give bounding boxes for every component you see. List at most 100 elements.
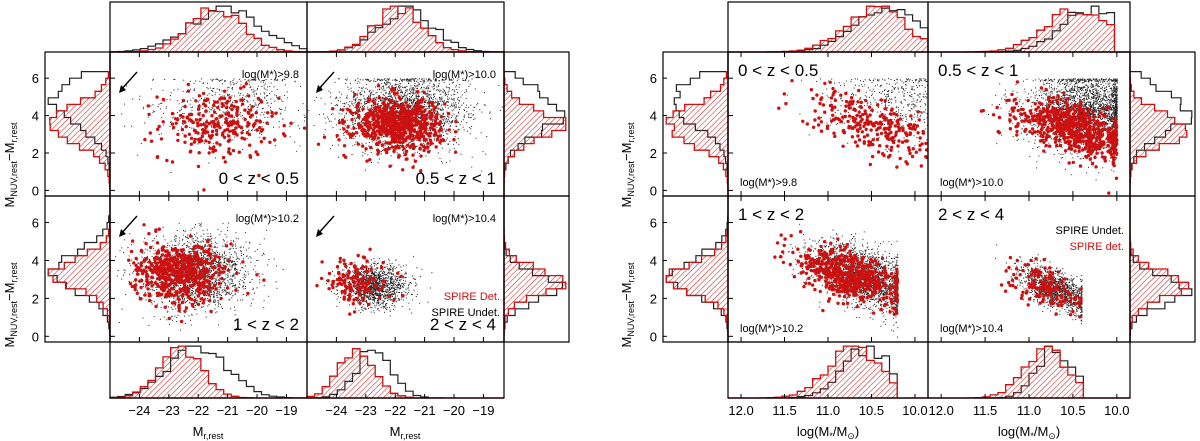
undet-point — [387, 81, 388, 83]
undet-point — [166, 246, 168, 248]
undet-point — [431, 109, 432, 111]
undet-point — [259, 114, 261, 116]
undet-point — [471, 78, 473, 80]
undet-point — [194, 289, 196, 291]
undet-point — [412, 108, 414, 110]
undet-point — [266, 89, 268, 91]
undet-point — [199, 280, 200, 282]
undet-point — [373, 78, 375, 80]
undet-point — [350, 90, 352, 92]
undet-point — [443, 109, 444, 111]
undet-point — [387, 96, 389, 97]
undet-point — [439, 114, 441, 115]
undet-point — [366, 88, 368, 90]
undet-point — [142, 286, 144, 287]
undet-point — [212, 88, 214, 90]
undet-point — [372, 94, 374, 95]
undet-point — [256, 249, 258, 251]
det-point — [380, 118, 385, 123]
undet-point — [190, 229, 192, 231]
undet-point — [227, 273, 229, 275]
det-point — [254, 111, 258, 115]
undet-point — [245, 96, 247, 98]
undet-point — [442, 91, 444, 93]
undet-point — [253, 127, 255, 129]
undet-point — [385, 92, 387, 94]
undet-point — [296, 150, 298, 152]
undet-point — [232, 101, 234, 103]
undet-point — [185, 230, 187, 232]
undet-point — [231, 87, 233, 89]
det-point — [357, 101, 361, 105]
det-point — [366, 115, 370, 119]
undet-point — [451, 110, 453, 112]
undet-point — [191, 314, 193, 316]
undet-point — [264, 88, 266, 90]
det-point — [255, 119, 259, 123]
undet-point — [136, 154, 138, 156]
undet-point — [244, 271, 246, 273]
det-point — [382, 125, 386, 130]
undet-point — [127, 247, 129, 248]
undet-point — [386, 84, 388, 86]
undet-point — [204, 244, 206, 246]
undet-point — [371, 107, 372, 109]
det-point — [260, 128, 265, 132]
undet-point — [213, 269, 215, 270]
undet-point — [449, 160, 451, 162]
undet-point — [355, 128, 357, 129]
undet-point — [403, 96, 404, 97]
undet-point — [190, 295, 192, 296]
det-point — [420, 110, 424, 115]
undet-point — [126, 85, 128, 87]
undet-point — [408, 89, 410, 91]
undet-point — [298, 110, 299, 112]
undet-point — [175, 245, 177, 246]
undet-point — [389, 87, 391, 89]
undet-point — [426, 128, 428, 130]
undet-point — [441, 99, 443, 100]
det-point — [453, 130, 458, 134]
det-point — [189, 112, 194, 117]
det-point — [222, 135, 227, 139]
undet-point — [401, 79, 403, 81]
undet-point — [422, 89, 424, 91]
det-point — [187, 132, 192, 136]
undet-point — [207, 257, 209, 259]
det-point — [386, 102, 390, 107]
undet-point — [383, 133, 385, 135]
undet-point — [444, 117, 446, 119]
undet-point — [242, 148, 244, 150]
undet-point — [348, 88, 350, 90]
det-point — [403, 118, 408, 122]
undet-point — [355, 119, 357, 121]
undet-point — [246, 95, 248, 97]
undet-point — [234, 306, 235, 308]
undet-point — [451, 120, 453, 122]
undet-point — [380, 98, 382, 100]
undet-point — [151, 303, 153, 305]
undet-point — [453, 144, 455, 146]
det-point — [239, 126, 244, 130]
det-point — [350, 118, 354, 122]
undet-point — [382, 146, 384, 148]
undet-point — [232, 276, 234, 278]
undet-point — [236, 264, 238, 266]
undet-point — [427, 115, 429, 117]
det-point — [415, 111, 419, 115]
undet-point — [453, 107, 455, 109]
undet-point — [451, 79, 453, 81]
undet-point — [218, 89, 220, 91]
undet-point — [228, 120, 230, 122]
det-point — [383, 113, 387, 118]
undet-point — [346, 133, 348, 135]
undet-point — [353, 91, 355, 93]
undet-point — [223, 287, 225, 289]
undet-point — [435, 110, 437, 112]
det-point — [429, 123, 433, 127]
undet-point — [351, 154, 353, 155]
undet-point — [225, 292, 227, 294]
undet-point — [354, 80, 356, 82]
undet-point — [352, 92, 354, 93]
undet-point — [400, 83, 402, 85]
